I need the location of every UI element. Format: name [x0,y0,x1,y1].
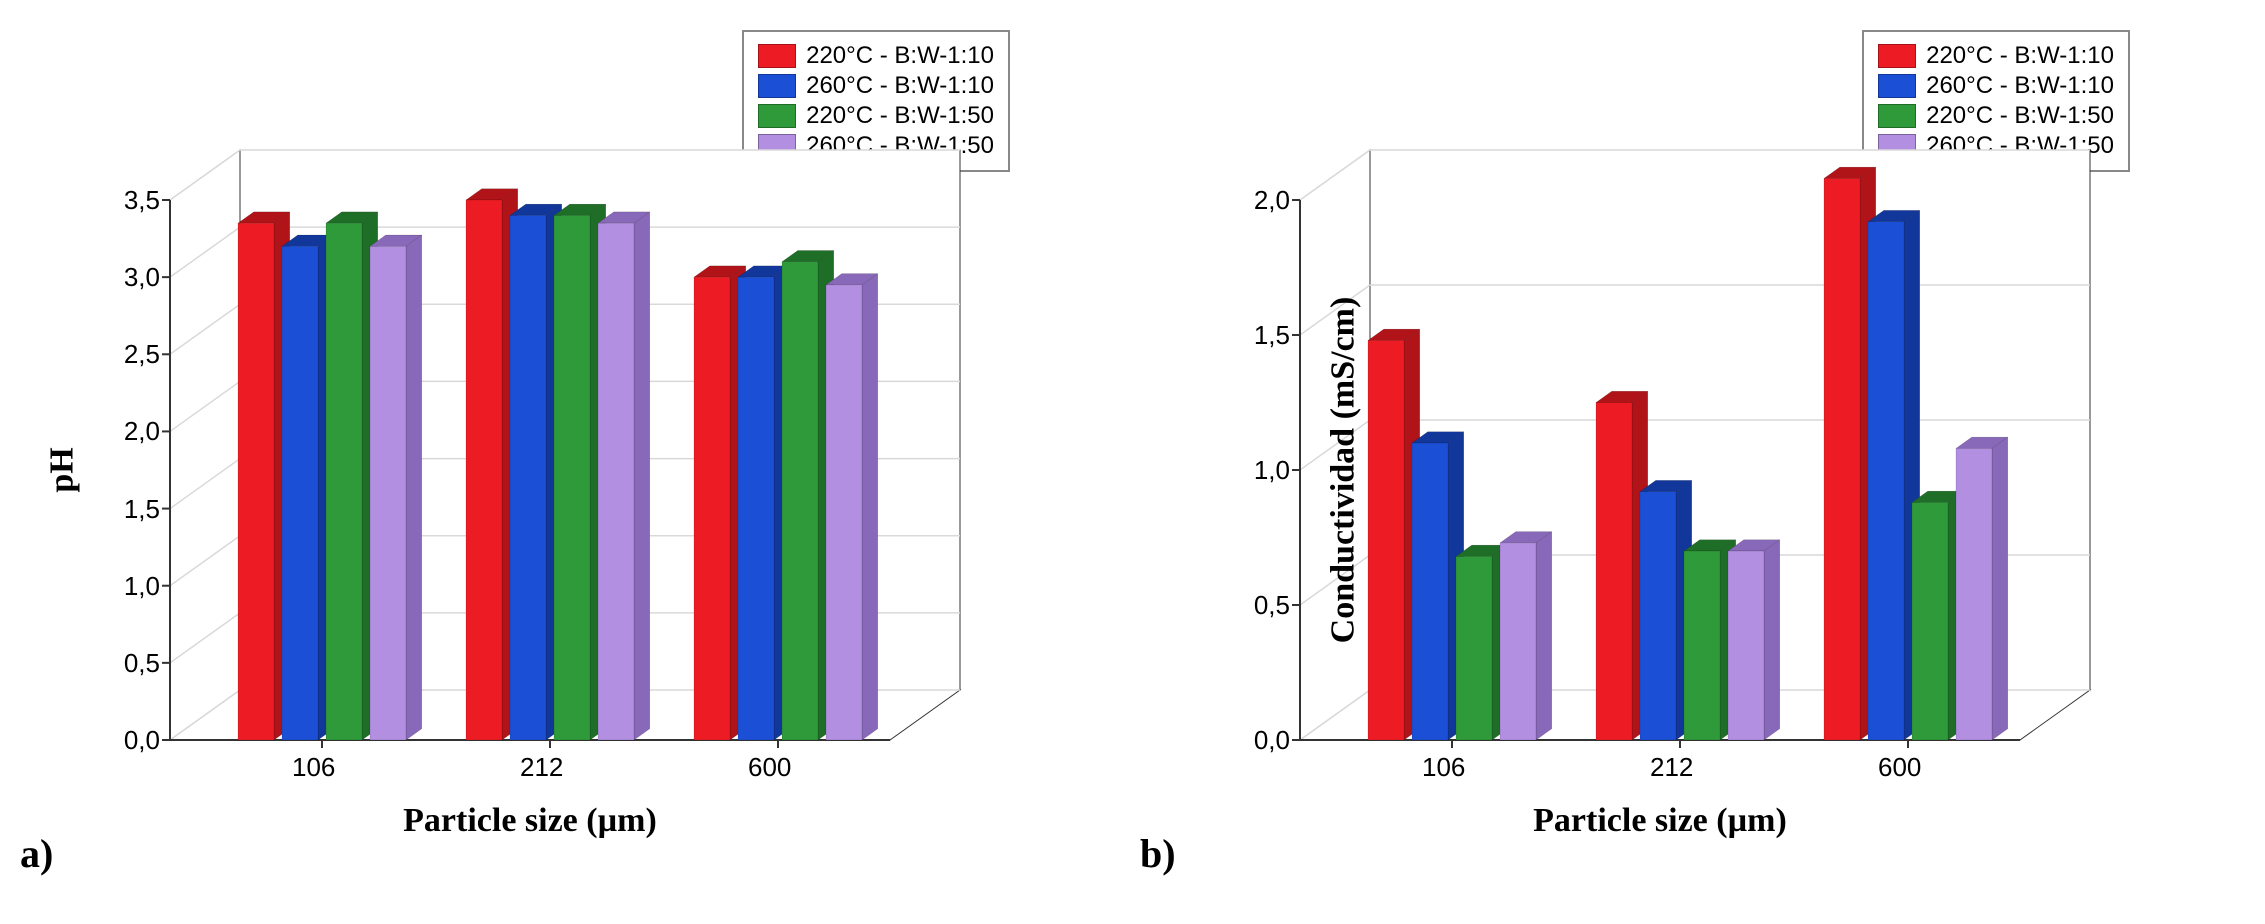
y-axis-title: pH [44,447,82,492]
panel-b: 220°C - B:W-1:10260°C - B:W-1:10220°C - … [1140,20,2140,877]
chartB-svg [1140,20,2140,820]
chart-a-area: 220°C - B:W-1:10260°C - B:W-1:10220°C - … [20,20,1020,820]
chart-b-area: 220°C - B:W-1:10260°C - B:W-1:10220°C - … [1140,20,2140,820]
x-axis-title: Particle size (µm) [170,802,890,840]
x-axis-title: Particle size (µm) [1300,802,2020,840]
y-axis-title: Conductividad (mS/cm) [1324,297,1362,644]
panel-a: 220°C - B:W-1:10260°C - B:W-1:10220°C - … [20,20,1020,877]
chartA-svg [20,20,1020,820]
figure-container: 220°C - B:W-1:10260°C - B:W-1:10220°C - … [20,20,2245,877]
